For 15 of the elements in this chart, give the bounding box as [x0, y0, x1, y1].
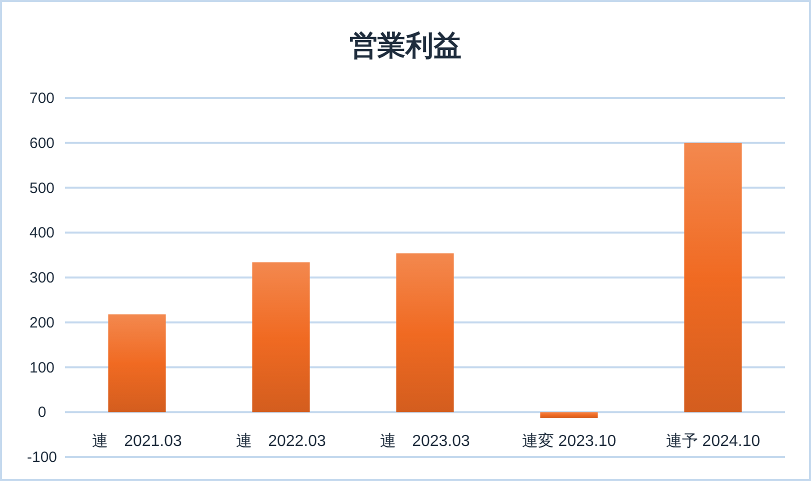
y-tick-label: 100 — [29, 359, 55, 376]
y-tick-label: 0 — [38, 404, 46, 422]
y-tick-label: 500 — [29, 180, 55, 197]
x-tick-label: 連予 2024.10 — [666, 432, 760, 450]
x-tick-label: 連 2022.03 — [236, 432, 326, 450]
y-tick-label: 600 — [29, 134, 55, 152]
y-tick-label: 700 — [29, 90, 55, 107]
y-tick-label: 200 — [29, 314, 55, 332]
y-tick-label: 400 — [29, 224, 55, 242]
x-tick-label: 連変 2023.10 — [522, 432, 616, 450]
x-tick-label: 連 2023.03 — [380, 432, 470, 450]
y-tick-label: -100 — [26, 449, 58, 466]
y-tick-label: 300 — [29, 270, 55, 286]
chart-title: 営業利益 — [350, 30, 462, 61]
x-tick-label: 連 2021.03 — [92, 432, 182, 450]
